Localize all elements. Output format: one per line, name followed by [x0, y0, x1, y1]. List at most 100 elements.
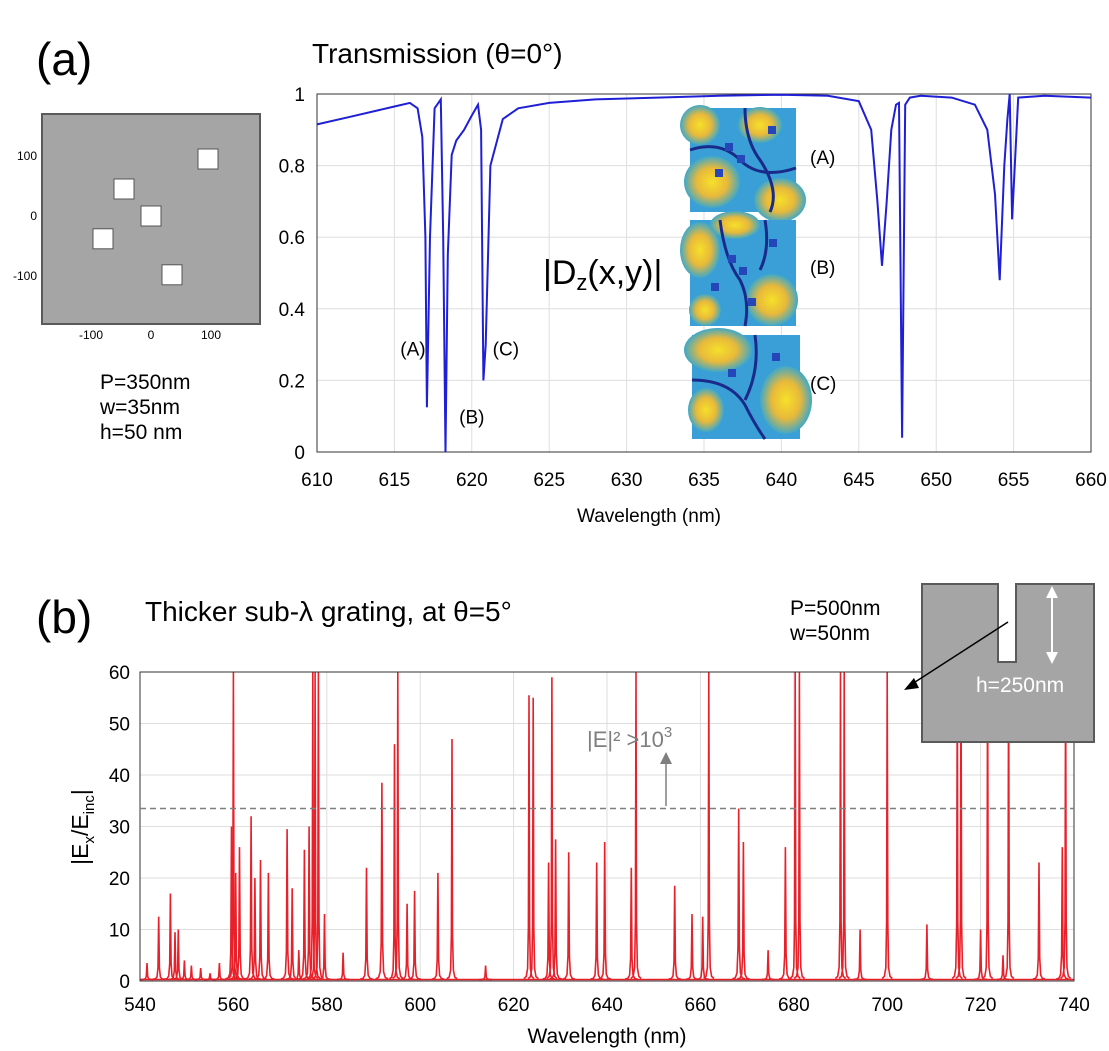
resonance-peak [292, 950, 305, 981]
chart-b-x-ticks: 540 560 580 600 620 640 660 680 700 720 740 [124, 995, 1090, 1016]
panel-b-params: P=500nm w=50nm [790, 596, 880, 646]
panel-b-title: Thicker sub-λ grating, at θ=5° [145, 596, 512, 627]
unit-cell-x-tick: 0 [148, 328, 155, 342]
resonance-peak [703, 671, 715, 980]
resonance-peak [297, 849, 311, 980]
x-tick-label: 620 [498, 995, 530, 1016]
x-tick-label: 610 [301, 470, 333, 491]
param-period: P=350nm [100, 371, 191, 394]
resonance-peak [549, 839, 563, 980]
resonance-peak [527, 697, 539, 980]
chart-a-annotations: (A) (B) (C) [400, 339, 519, 428]
pointer-arrow-head [904, 678, 919, 690]
y-tick-label: 1 [294, 85, 305, 106]
dip-label: (A) [400, 339, 425, 360]
unit-cell-x-tick: -100 [79, 328, 103, 342]
x-tick-label: 620 [456, 470, 488, 491]
unit-cell-x-tick: 100 [201, 328, 221, 342]
unit-cell-x-ticks: -100 0 100 [79, 328, 221, 342]
grating-inset: h=250nm [921, 583, 1095, 743]
x-tick-label: 625 [533, 470, 565, 491]
y-tick-label: 0.8 [279, 157, 305, 178]
x-tick-label: 580 [311, 995, 343, 1016]
transmission-chart: 610 615 620 625 630 635 640 645 650 655 660 0 0.2 0.… [279, 85, 1107, 527]
y-tick-label: 50 [109, 715, 130, 736]
field-inset-b [680, 211, 798, 327]
resonance-peak [624, 867, 638, 980]
x-tick-label: 700 [871, 995, 903, 1016]
unit-cell-square [92, 228, 114, 250]
chart-b-frame [139, 671, 1075, 982]
resonance-peak [213, 962, 226, 981]
resonance-peak [388, 744, 401, 980]
inset-label-b: (B) [810, 258, 835, 279]
param-height: h=50 nm [100, 421, 183, 444]
param-width: w=35nm [100, 396, 180, 419]
x-tick-label: 600 [404, 995, 436, 1016]
resonance-peak [920, 924, 934, 981]
unit-cell-y-tick: 100 [17, 149, 37, 163]
resonance-peak [233, 847, 246, 980]
x-tick-label: 630 [611, 470, 643, 491]
y-tick-label: 10 [109, 921, 130, 942]
threshold-arrow [660, 752, 672, 806]
resonance-peak [185, 965, 198, 981]
resonance-peak [562, 852, 576, 980]
x-tick-label: 650 [920, 470, 952, 491]
resonance-peak [262, 872, 275, 980]
y-tick-label: 30 [109, 818, 130, 839]
resonance-peak [244, 816, 258, 980]
x-tick-label: 540 [124, 995, 156, 1016]
resonance-peak [479, 965, 492, 981]
unit-cell-y-ticks: 100 0 -100 [13, 149, 37, 283]
unit-cell-squares [92, 148, 219, 286]
panel-a-params: P=350nm w=35nm h=50 nm [100, 370, 190, 445]
inset-label-c: (C) [810, 374, 836, 395]
dip-label: (C) [493, 339, 519, 360]
resonance-peak [736, 841, 750, 980]
resonance-peak [446, 738, 458, 980]
x-tick-label: 740 [1058, 995, 1090, 1016]
unit-cell-background [41, 113, 261, 325]
y-tick-label: 60 [109, 663, 130, 684]
resonance-peak [1032, 862, 1046, 980]
pointer-arrow [911, 621, 1009, 685]
y-tick-label: 0 [119, 972, 130, 993]
unit-cell-square [140, 205, 162, 227]
resonance-peak [778, 847, 792, 980]
unit-cell-y-tick: -100 [13, 269, 37, 283]
resonance-peak [598, 841, 612, 980]
x-tick-label: 720 [965, 995, 997, 1016]
resonance-peak [229, 872, 243, 980]
resonance-peak [853, 929, 867, 981]
dip-label: (B) [459, 407, 484, 428]
chart-b-y-ticks: 0 10 20 30 40 50 60 [109, 663, 130, 993]
chart-a-y-ticks: 0 0.2 0.4 0.6 0.8 1 [279, 85, 306, 464]
transmission-series [316, 93, 1092, 453]
resonance-peak [203, 973, 217, 981]
panel-a-label: (a) [36, 33, 93, 85]
resonance-peak [408, 890, 421, 980]
grating-height-label: h=250nm [976, 674, 1064, 697]
field-inset-a [680, 105, 806, 222]
y-tick-label: 0.4 [279, 300, 306, 321]
panel-a-title: Transmission (θ=0°) [312, 38, 563, 69]
resonance-peak [375, 782, 389, 980]
resonance-peak [761, 950, 775, 981]
y-tick-label: 0.6 [279, 228, 305, 249]
resonance-peak [590, 862, 604, 980]
resonance-peak [431, 872, 445, 980]
param-width-b: w=50nm [790, 622, 870, 645]
resonance-peak [685, 913, 699, 981]
chart-a-frame [316, 93, 1092, 453]
resonance-peak [336, 952, 350, 981]
x-tick-label: 640 [766, 470, 798, 491]
resonance-peak [696, 916, 710, 981]
x-tick-label: 680 [778, 995, 810, 1016]
x-tick-label: 635 [688, 470, 720, 491]
field-inset-c [684, 328, 812, 440]
resonance-peak [400, 903, 414, 980]
chart-b-ylabel: |Ex/Einc| [67, 789, 98, 865]
resonance-peak [318, 913, 331, 981]
